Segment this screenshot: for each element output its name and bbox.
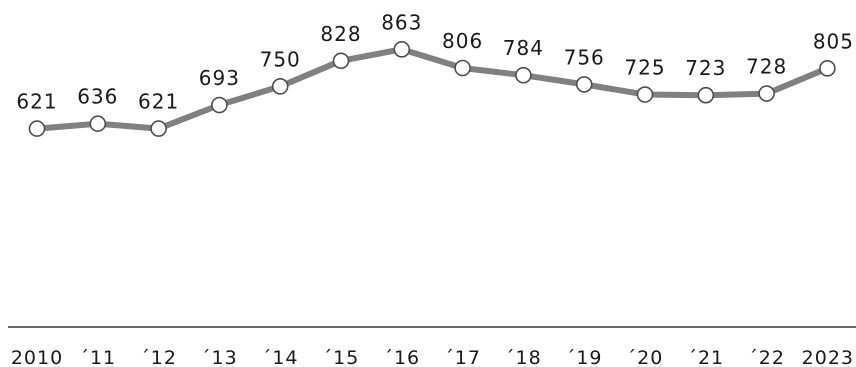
x-tick-label-13: 2023 <box>802 347 854 367</box>
x-tick-label-5: ´15 <box>323 347 360 367</box>
data-point-11 <box>697 86 715 104</box>
x-tick-label-2: ´12 <box>140 347 177 367</box>
data-label-2: 621 <box>138 90 179 114</box>
data-label-9: 756 <box>564 45 605 69</box>
data-point-13 <box>819 60 836 77</box>
x-tick-label-7: ´17 <box>444 347 481 367</box>
data-label-4: 750 <box>260 47 301 71</box>
x-tick-label-12: ´22 <box>748 347 785 367</box>
series-line <box>34 46 831 132</box>
tick-labels-group: 2010 ´11 ´12 ´13 ´14 ´15 ´16 ´17 ´18 ´19 ´20 ´21 ´22… <box>11 347 854 367</box>
x-tick-label-8: ´18 <box>505 347 542 367</box>
markers-group <box>28 41 836 137</box>
data-label-7: 806 <box>442 29 483 53</box>
data-label-6: 863 <box>381 10 422 34</box>
data-point-1 <box>89 115 107 132</box>
data-point-7 <box>454 59 471 77</box>
data-label-10: 725 <box>624 56 665 80</box>
data-point-9 <box>575 76 593 93</box>
data-point-2 <box>150 120 167 137</box>
data-label-13: 805 <box>813 29 854 53</box>
data-point-5 <box>332 52 350 70</box>
x-tick-label-3: ´13 <box>201 347 238 367</box>
x-tick-label-1: ´11 <box>79 347 116 367</box>
x-tick-label-11: ´21 <box>687 347 724 367</box>
data-label-0: 621 <box>16 90 57 114</box>
x-tick-label-6: ´16 <box>383 347 420 367</box>
x-tick-label-0: 2010 <box>11 347 63 367</box>
data-label-8: 784 <box>503 36 544 60</box>
data-label-1: 636 <box>77 85 118 109</box>
data-point-3 <box>211 96 228 114</box>
data-label-3: 693 <box>199 66 240 90</box>
data-point-6 <box>393 41 411 58</box>
x-tick-label-10: ´20 <box>627 347 664 367</box>
data-point-4 <box>271 78 289 95</box>
data-point-12 <box>758 85 775 102</box>
data-point-0 <box>28 120 46 137</box>
data-label-5: 828 <box>320 22 361 46</box>
x-tick-label-9: ´19 <box>566 347 603 367</box>
data-label-11: 723 <box>685 56 726 80</box>
data-point-10 <box>636 86 654 103</box>
data-label-12: 728 <box>746 55 787 79</box>
data-labels-group: 621 636 621 693 750 828 863 806 784 756 725 723 728 8… <box>16 10 854 114</box>
data-point-8 <box>515 66 532 84</box>
x-tick-label-4: ´14 <box>262 347 299 367</box>
